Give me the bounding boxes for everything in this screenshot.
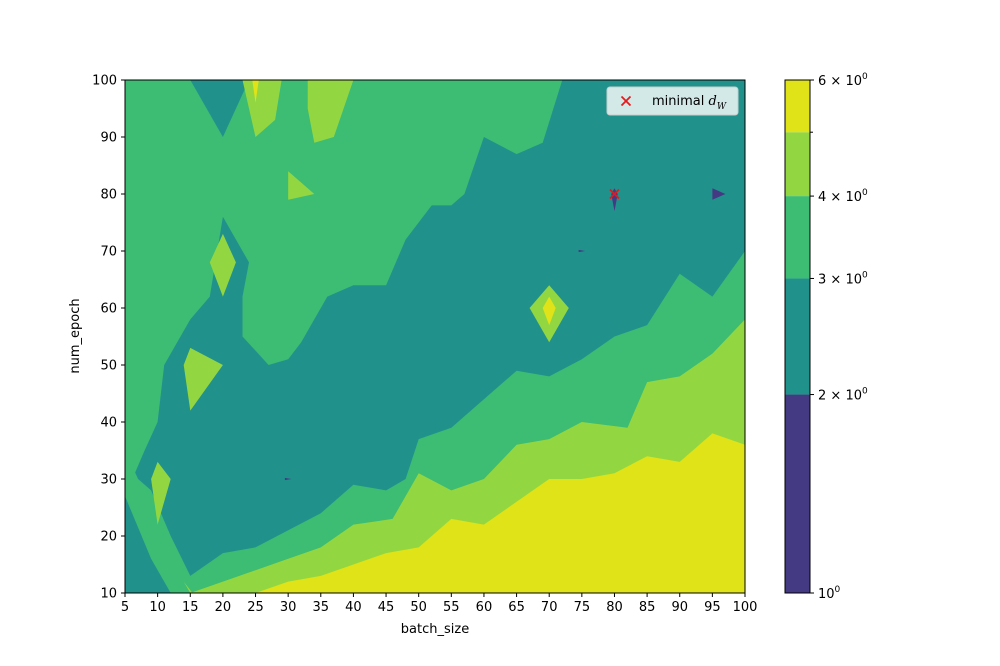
x-tick-label: 40 <box>345 600 362 615</box>
colorbar: 100 2 × 100 3 × 100 4 × 100 6 × 100 <box>784 72 868 602</box>
contour-region-level-4 <box>242 80 282 137</box>
legend: minimal dW <box>606 86 739 116</box>
colorbar-tick-label: 6 × 100 <box>818 72 868 89</box>
contour-region-level-5 <box>542 296 556 326</box>
x-tick-label: 100 <box>733 600 758 615</box>
x-tick-label: 50 <box>410 600 427 615</box>
y-tick-label: 100 <box>92 74 117 89</box>
x-tick-label: 20 <box>215 600 232 615</box>
contour-region-level-4 <box>209 233 236 297</box>
x-tick-label: 90 <box>671 600 688 615</box>
contour-region-level-4 <box>288 171 315 200</box>
legend-marker-x <box>620 95 632 107</box>
y-axis-label: num_epoch <box>68 298 83 373</box>
legend-box <box>606 86 739 116</box>
contour-region-level-4 <box>151 461 171 525</box>
legend-entry-text: minimal <box>652 94 709 109</box>
contour-region-level-3 <box>275 80 302 109</box>
contour-region-level-3 <box>125 80 563 497</box>
contour-region-level-1 <box>284 477 292 481</box>
colorbar-tick-label: 2 × 100 <box>818 387 868 404</box>
plot-frame <box>124 79 746 594</box>
colorbar-segment <box>785 132 810 197</box>
y-tick-label: 80 <box>100 188 117 203</box>
x-tick-label: 70 <box>541 600 558 615</box>
x-tick-label: 55 <box>443 600 460 615</box>
y-tick-label: 20 <box>100 530 117 545</box>
legend-entry: minimal dW <box>652 94 727 112</box>
legend-entry-math: d <box>709 94 717 109</box>
contour-region-level-5 <box>252 80 259 103</box>
contour-region-level-1 <box>611 188 618 212</box>
contour-region-level-5 <box>255 433 745 593</box>
x-tick-label: 45 <box>378 600 395 615</box>
y-tick-label: 40 <box>100 416 117 431</box>
x-tick-label: 75 <box>574 600 591 615</box>
contour-region-level-1 <box>578 249 586 253</box>
x-tick-label: 5 <box>121 600 129 615</box>
y-tick-label: 90 <box>100 131 117 146</box>
marker-layer <box>609 188 620 200</box>
x-axis: 5 10 15 20 25 30 35 40 45 50 55 60 65 70 75 80 85 90 95 100 <box>121 593 758 615</box>
colorbar-tick-label: 100 <box>818 585 841 602</box>
contour-region-level-1 <box>712 188 726 200</box>
x-tick-label: 95 <box>704 600 721 615</box>
x-axis-label: batch_size <box>401 622 469 637</box>
x-tick-label: 65 <box>508 600 525 615</box>
y-axis: 10 20 30 40 50 60 70 80 90 100 <box>92 74 125 602</box>
y-tick-label: 60 <box>100 302 117 317</box>
colorbar-tick-label: 4 × 100 <box>818 188 868 205</box>
y-tick-label: 50 <box>100 359 117 374</box>
plot-area <box>125 80 745 593</box>
colorbar-frame <box>784 79 811 594</box>
colorbar-segment <box>785 394 810 593</box>
colorbar-tick-label: 3 × 100 <box>818 270 868 287</box>
colorbar-segment <box>785 196 810 279</box>
x-tick-label: 85 <box>639 600 656 615</box>
x-tick-label: 15 <box>182 600 199 615</box>
x-tick-label: 80 <box>606 600 623 615</box>
x-tick-label: 35 <box>313 600 330 615</box>
colorbar-segment <box>785 80 810 133</box>
y-tick-label: 30 <box>100 473 117 488</box>
x-tick-label: 10 <box>149 600 166 615</box>
minimal-dw-marker <box>609 188 620 200</box>
contour-region-level-4 <box>183 347 223 411</box>
colorbar-segment <box>785 278 810 395</box>
legend-entry-math-sub: W <box>717 102 727 112</box>
x-tick-label: 60 <box>476 600 493 615</box>
y-tick-label: 70 <box>100 245 117 260</box>
contour-region-level-4 <box>307 80 354 143</box>
x-tick-label: 25 <box>247 600 264 615</box>
x-tick-label: 30 <box>280 600 297 615</box>
y-tick-label: 10 <box>100 587 117 602</box>
